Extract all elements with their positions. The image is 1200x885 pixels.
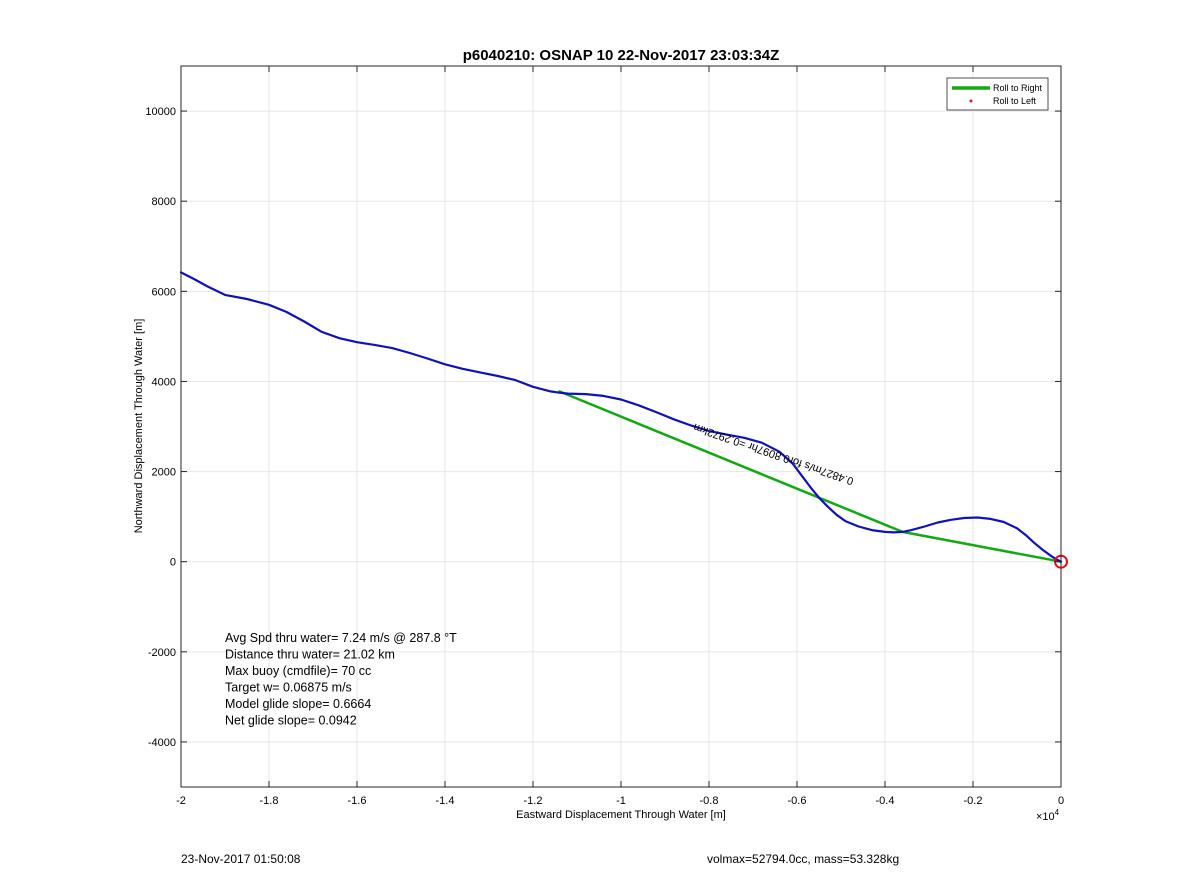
stats-line: Net glide slope= 0.0942 [225,714,357,728]
stats-line: Distance thru water= 21.02 km [225,648,395,662]
x-tick-label: 0 [1058,795,1064,807]
y-tick-label: 8000 [152,196,176,208]
stats-line: Model glide slope= 0.6664 [225,697,371,711]
y-tick-label: 6000 [152,286,176,298]
x-tick-label: -0.4 [876,795,895,807]
x-tick-label: -1.6 [348,795,367,807]
footer-info: volmax=52794.0cc, mass=53.328kg [707,852,899,866]
y-tick-label: 4000 [152,376,176,388]
x-axis-exponent-power: 4 [1055,808,1060,817]
x-axis-exponent: ×104 [1036,808,1060,823]
stats-line: Max buoy (cmdfile)= 70 cc [225,664,371,678]
legend: Roll to Right Roll to Left [946,77,1049,111]
y-tick-label: 10000 [145,106,176,118]
x-tick-label: -0.6 [788,795,807,807]
y-axis-label: Northward Displacement Through Water [m] [133,319,145,534]
y-tick-label: -2000 [148,647,176,659]
x-axis-exponent-base: ×10 [1036,811,1055,823]
legend-box [946,77,1049,111]
x-tick-label: -1.8 [260,795,279,807]
series-layer [179,271,1063,563]
legend-label-roll-right: Roll to Right [993,83,1043,93]
x-tick-label: -0.8 [700,795,719,807]
series-line-heading-track [179,271,1063,563]
x-tick-label: -0.2 [964,795,983,807]
x-axis-label: Eastward Displacement Through Water [m] [516,809,726,821]
annotation-layer: 0.4827m/s for0.8097hr =0.2972km [692,421,1068,569]
chart-title: p6040210: OSNAP 10 22-Nov-2017 23:03:34Z [463,47,780,64]
y-tick-label: -4000 [148,737,176,749]
grid [180,66,1062,787]
stats-line: Target w= 0.06875 m/s [225,681,352,695]
x-tick-label: -1.2 [524,795,543,807]
x-tick-label: -1 [616,795,626,807]
stats-line: Avg Spd thru water= 7.24 m/s @ 287.8 °T [225,631,457,645]
legend-swatch-roll-left [969,99,973,103]
stats-text-block: Avg Spd thru water= 7.24 m/s @ 287.8 °T D… [225,631,457,728]
y-tick-label: 2000 [152,467,176,479]
footer-timestamp: 23-Nov-2017 01:50:08 [181,852,301,866]
x-tick-label: -1.4 [436,795,455,807]
y-tick-label: 0 [170,557,176,569]
x-tick-label: -2 [176,795,186,807]
series-line-roll-right-track [558,390,1063,563]
legend-label-roll-left: Roll to Left [993,96,1037,106]
tick-layer: -2 -1.8 -1.6 -1.4 -1.2 -1 -0.8 -0.6 -0.4 -0.2 0 -40… [145,66,1064,807]
track-annotation: 0.4827m/s for0.8097hr =0.2972km [692,421,855,487]
